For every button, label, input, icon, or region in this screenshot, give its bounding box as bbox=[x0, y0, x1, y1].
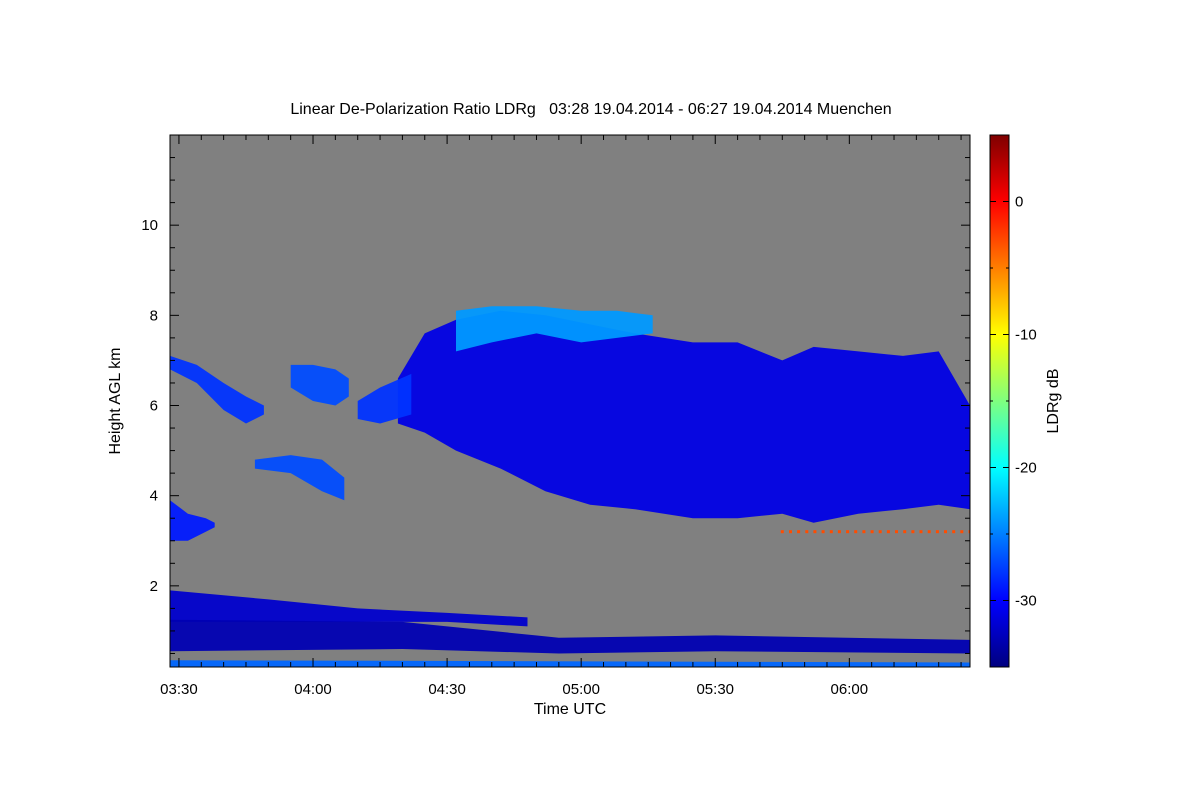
x-tick-label: 04:00 bbox=[294, 681, 332, 698]
y-tick-label: 8 bbox=[150, 307, 158, 324]
mid-level-cloud-c bbox=[357, 373, 412, 424]
red-speckle-row-dot bbox=[944, 530, 947, 534]
x-axis-ticks: 03:30 04:00 04:30 05:00 05:30 06:00 bbox=[160, 135, 962, 698]
red-speckle-row-dot bbox=[886, 530, 890, 534]
colorbar-tick-label: -20 bbox=[1015, 460, 1037, 477]
colorbar-tick-label: -10 bbox=[1015, 327, 1037, 344]
red-speckle-row-dot bbox=[837, 530, 841, 534]
red-speckle-row-dot bbox=[846, 530, 850, 534]
red-speckle-row-dot bbox=[903, 530, 907, 534]
x-tick-label: 06:00 bbox=[831, 681, 869, 698]
surface-band bbox=[170, 660, 970, 667]
x-tick-label: 04:30 bbox=[428, 681, 466, 698]
red-speckle-row-dot bbox=[878, 530, 882, 534]
red-speckle-row-dot bbox=[862, 530, 866, 534]
red-speckle-row-dot bbox=[919, 530, 923, 534]
y-axis-label: Height AGL km bbox=[107, 347, 124, 454]
y-tick-label: 2 bbox=[150, 578, 158, 595]
low-cloud-3km bbox=[170, 500, 215, 541]
red-speckle-row-dot bbox=[952, 530, 956, 534]
red-speckle-row-dot bbox=[935, 530, 939, 534]
y-tick-label: 6 bbox=[150, 398, 158, 415]
mid-level-cloud-a bbox=[170, 355, 264, 424]
y-tick-label: 10 bbox=[141, 217, 158, 234]
colorbar-label: LDRg dB bbox=[1045, 369, 1062, 434]
plot-frame bbox=[169, 134, 971, 668]
red-speckle-row-dot bbox=[968, 530, 970, 534]
colorbar-ticks: 0 -10 -20 -30 bbox=[990, 134, 1037, 668]
red-speckle-row-dot bbox=[854, 530, 858, 534]
red-speckle-row-dot bbox=[870, 530, 874, 534]
red-speckle-row-dot bbox=[789, 530, 792, 534]
y-axis-ticks: 2 4 6 8 10 bbox=[141, 134, 970, 654]
red-speckle-row-dot bbox=[895, 530, 898, 534]
chart-title: Linear De-Polarization Ratio LDRg 03:28 … bbox=[290, 101, 891, 118]
red-speckle-row-dot bbox=[797, 530, 801, 534]
boundary-layer-band bbox=[170, 619, 970, 654]
red-speckle-row-dot bbox=[813, 530, 817, 534]
red-speckle-row-dot bbox=[829, 530, 833, 534]
mid-level-cloud-b bbox=[290, 364, 349, 406]
red-speckle-row-dot bbox=[805, 530, 809, 534]
x-tick-label: 05:30 bbox=[696, 681, 734, 698]
aerosol-layer-1-2km bbox=[170, 590, 528, 627]
x-tick-label: 05:00 bbox=[562, 681, 600, 698]
y-tick-label: 4 bbox=[150, 488, 158, 505]
red-speckle-row-dot bbox=[960, 530, 964, 534]
main-cirrus-deck bbox=[397, 310, 970, 523]
cirrus-upper-fringe bbox=[456, 306, 653, 352]
red-speckle-row-dot bbox=[780, 530, 784, 534]
small-cloud-4-5km bbox=[254, 455, 345, 501]
cloud-layers bbox=[170, 306, 970, 667]
red-speckle-row-dot bbox=[821, 530, 825, 534]
x-axis-label: Time UTC bbox=[534, 701, 606, 718]
spot-features bbox=[780, 530, 970, 534]
colorbar-tick-label: -30 bbox=[1015, 593, 1037, 610]
colorbar-tick-label: 0 bbox=[1015, 194, 1023, 211]
red-speckle-row-dot bbox=[911, 530, 915, 534]
red-speckle-row-dot bbox=[927, 530, 931, 534]
x-tick-label: 03:30 bbox=[160, 681, 198, 698]
